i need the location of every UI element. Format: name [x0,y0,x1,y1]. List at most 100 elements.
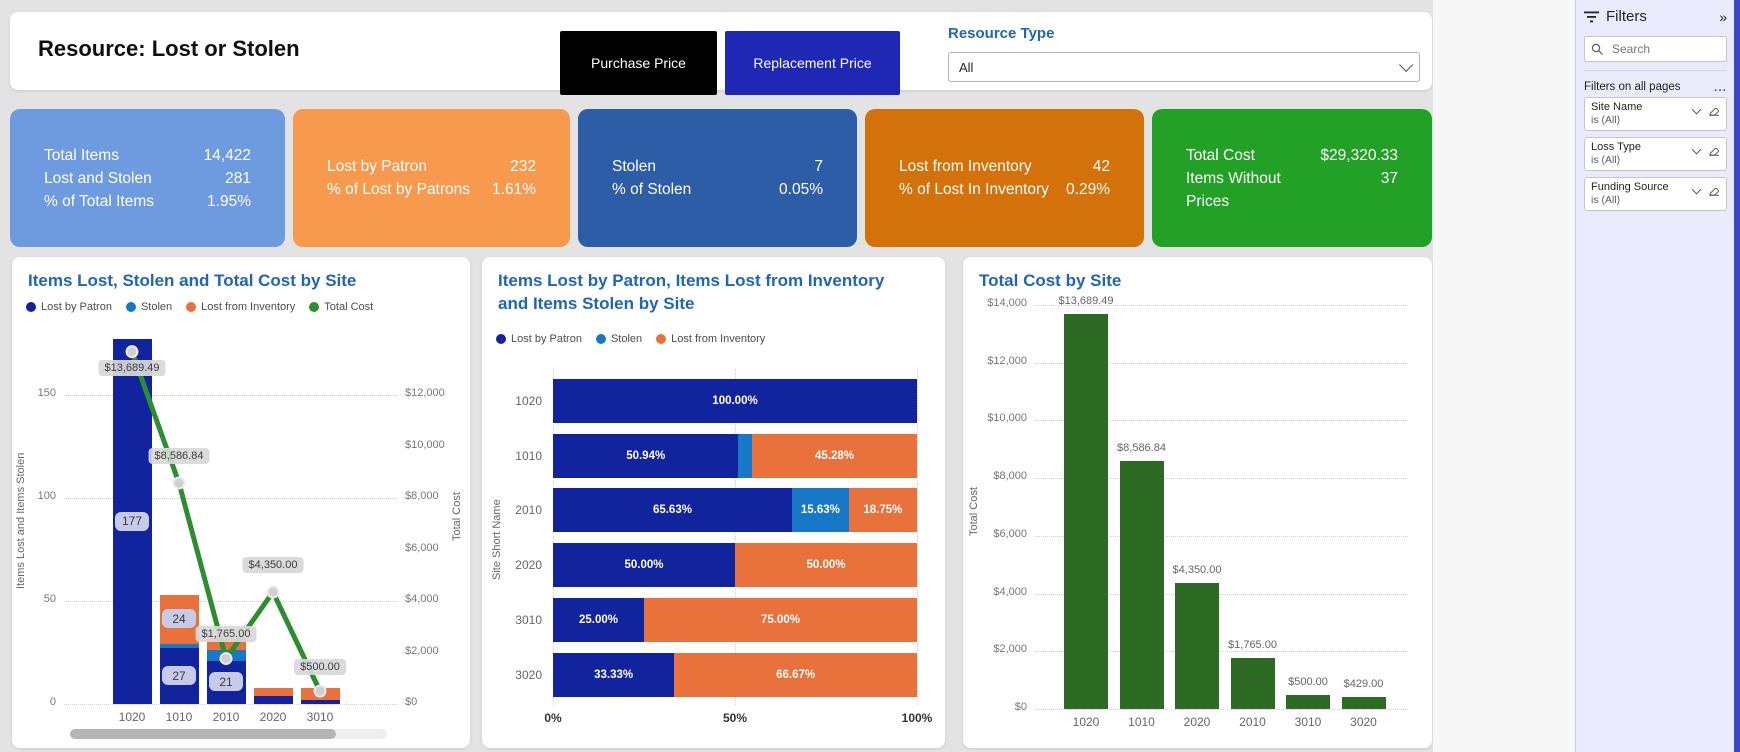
segment-data-label: 100.00% [712,395,758,407]
bar-segment-lost-by-patron-2010[interactable]: 65.63% [553,488,792,533]
filters-pane-title: Filters [1606,8,1647,25]
chevron-down-icon [1399,57,1414,72]
chart-title: Items Lost, Stolen and Total Cost by Sit… [28,271,357,290]
collapse-pane-icon[interactable]: » [1719,8,1727,25]
more-options-button[interactable]: ... [1713,80,1727,94]
chevron-down-icon[interactable] [1691,104,1702,114]
bar-2020[interactable] [1175,583,1219,709]
filters-section-title: Filters on all pages [1584,81,1681,93]
kpi-row: Total Cost $29,320.33 [1186,146,1398,164]
y-axis-label: 2010 [515,503,542,518]
divider [1584,70,1727,71]
bar-segment-lost-by-patron-2020[interactable] [253,695,293,704]
x-axis-tick: 0% [544,711,562,725]
bar-segment-lost-by-patron-2020[interactable]: 50.00% [553,543,735,588]
x-axis-label: 2020 [1183,715,1211,729]
chevron-down-icon[interactable] [1691,184,1702,194]
bar-segment-lost-by-patron-1020[interactable]: 100.00% [553,379,917,423]
bar-data-label: $429.00 [1343,677,1384,690]
y-axis-label: 3020 [515,667,542,682]
bar-3010[interactable] [1286,694,1330,709]
purchase-price-button[interactable]: Purchase Price [560,31,717,95]
bar-segment-lost-from-inventory-2020[interactable]: 50.00% [735,543,917,588]
bar-2010[interactable] [1230,658,1275,709]
legend-dot [26,302,36,312]
eraser-icon[interactable] [1708,184,1720,196]
y2-axis-title: Total Cost [451,492,463,542]
chart-title: Items Lost by Patron, Items Lost from In… [498,271,885,313]
chart-legend: Lost by Patron Stolen Lost from Inventory T… [26,301,373,313]
gridline [1035,535,1408,537]
eraser-icon[interactable] [1708,104,1720,116]
resource-type-dropdown[interactable]: All [948,52,1420,82]
segment-data-label: 50.00% [806,559,846,572]
canvas-gap [1433,0,1575,752]
gridline [917,369,918,705]
legend-item-lost-by-patron[interactable]: Lost by Patron [26,301,112,313]
bar-segment-lost-by-patron-1010[interactable]: 50.94% [553,433,739,478]
bar-segment-lost-from-inventory-3010[interactable]: 75.00% [644,597,917,642]
resource-type-label: Resource Type [948,25,1055,42]
combo-chart-card: Items Lost, Stolen and Total Cost by Sit… [12,257,470,748]
bar-segment-lost-from-inventory-2010[interactable]: 18.75% [848,488,918,533]
segment-data-label: 50.00% [624,559,664,572]
legend-label: Lost from Inventory [671,333,766,345]
kpi-row: Lost from Inventory 42 [899,158,1110,175]
filter-card-funding-source[interactable]: Funding Source is (All) [1584,177,1727,211]
bar-segment-stolen-1010[interactable] [738,433,753,478]
chevron-down-icon[interactable] [1691,144,1702,154]
chart-title: Total Cost by Site [979,271,1122,290]
kpi-row: Lost and Stolen 281 [44,169,251,187]
bar-segment-lost-by-patron-3020[interactable]: 33.33% [553,652,675,697]
line-data-label: $13,689.49 [98,359,166,376]
x-axis-label: 3010 [306,710,334,724]
bar-segment-lost-from-inventory-3010[interactable] [300,687,340,700]
line-marker-1010[interactable] [172,476,186,490]
legend-label: Lost by Patron [41,301,112,313]
legend-item-stolen[interactable]: Stolen [595,333,642,345]
bar-segment-stolen-1010[interactable] [159,644,199,649]
y-axis-tick: 100 [37,489,56,502]
bar-1020[interactable] [1064,313,1108,709]
legend-label: Stolen [140,301,173,313]
y2-axis-tick: $2,000 [405,644,439,657]
filter-search [1584,36,1727,62]
line-data-label: $1,765.00 [195,625,257,642]
segment-data-label: 66.67% [776,668,816,681]
scrollbar-thumb[interactable] [70,729,336,739]
legend-item-lost-by-patron[interactable]: Lost by Patron [496,333,582,345]
segment-data-label: 65.63% [652,504,692,517]
bar-segment-stolen-2010[interactable]: 15.63% [791,488,849,533]
x-axis-label: 1020 [118,710,146,724]
segment-data-label: 33.33% [594,668,634,681]
stacked-bar-chart-plot: 0% 50% 100% 1020 100.00% 1010 50.94% 45.28% 2010… [482,257,945,748]
x-axis-label: 1010 [1128,715,1155,729]
legend-dot [656,334,667,344]
bar-segment-lost-from-inventory-2020[interactable] [253,687,293,696]
kpi-row: Total Items 14,422 [44,146,251,164]
filter-card-loss-type[interactable]: Loss Type is (All) [1584,137,1727,171]
bar-1010[interactable] [1119,461,1164,709]
column-chart-card: Total Cost by Site $0 $2,000 $4,000 $6,000 $… [963,257,1432,748]
line-marker-2020[interactable] [266,585,280,599]
x-axis-label: 1010 [165,710,193,724]
y-axis-tick: 150 [37,386,56,399]
bar-segment-lost-from-inventory-3020[interactable]: 66.67% [674,652,917,697]
filter-card-site-name[interactable]: Site Name is (All) [1584,97,1727,131]
bar-segment-lost-from-inventory-1010[interactable]: 45.28% [752,433,917,478]
right-edge-strip [1734,0,1740,752]
y2-axis-tick: $8,000 [405,490,439,503]
legend-item-lost-from-inventory[interactable]: Lost from Inventory [186,301,295,313]
bar-3020[interactable] [1341,696,1386,709]
legend-item-stolen[interactable]: Stolen [125,301,173,313]
legend-item-total-cost[interactable]: Total Cost [309,301,373,313]
search-input[interactable] [1610,41,1714,57]
bar-segment-stolen-2010[interactable] [206,650,246,661]
y-axis-label: 1020 [515,394,542,408]
y-axis-tick: $12,000 [987,354,1027,367]
replacement-price-button[interactable]: Replacement Price [725,31,900,95]
bar-segment-lost-by-patron-3010[interactable]: 25.00% [553,597,644,642]
bar-segment-lost-by-patron-3010[interactable] [300,699,340,704]
legend-item-lost-from-inventory[interactable]: Lost from Inventory [656,333,765,345]
eraser-icon[interactable] [1708,144,1720,156]
